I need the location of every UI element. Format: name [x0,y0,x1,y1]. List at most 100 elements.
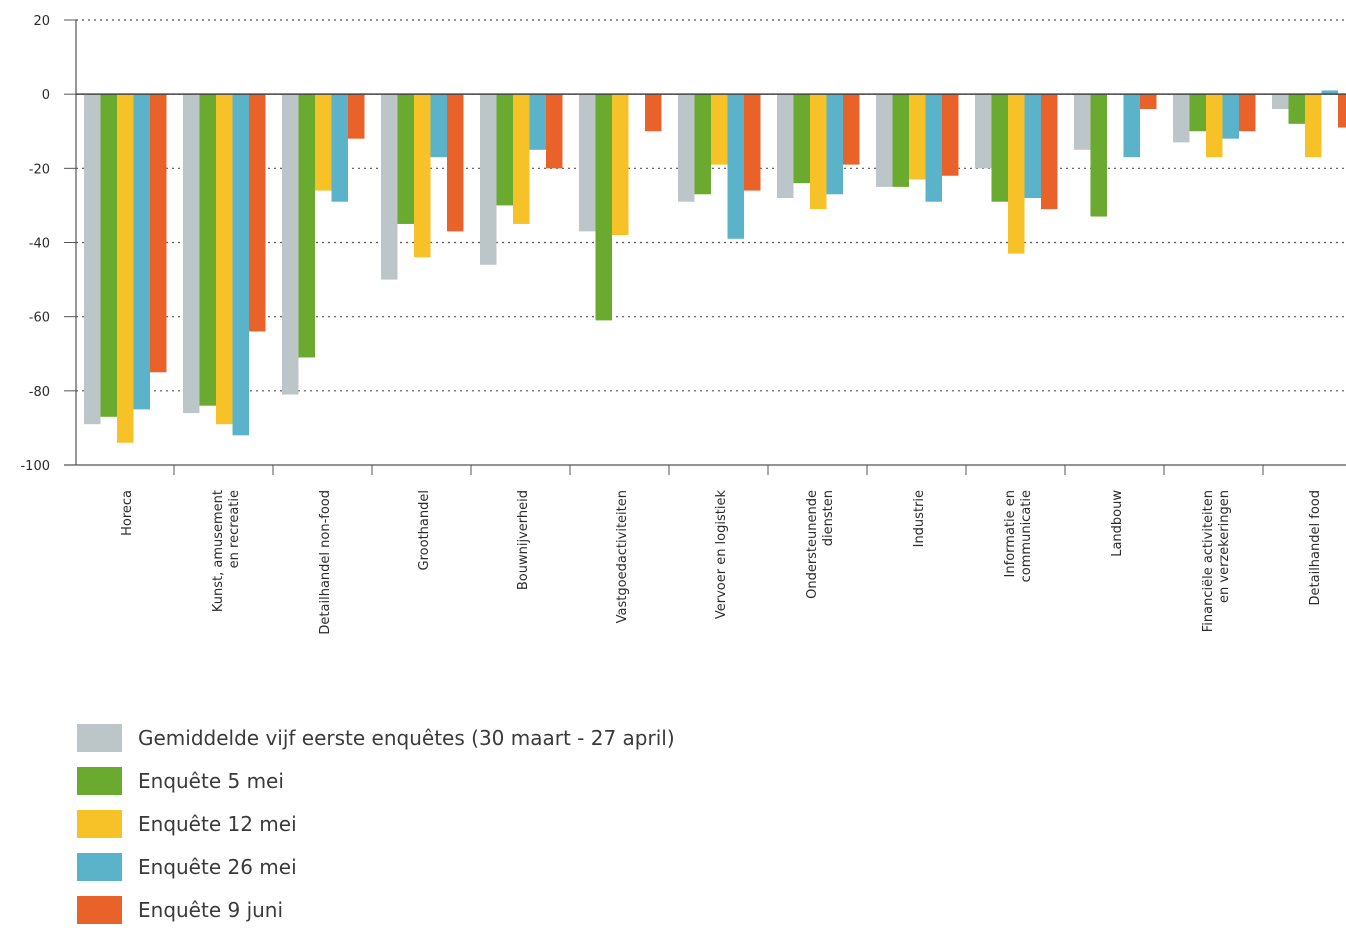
bar [579,94,596,232]
x-category-label: Horeca [120,490,135,536]
bar [315,94,332,191]
bar [1222,94,1239,139]
bar [117,94,134,443]
bar [397,94,414,224]
x-category-label: Detailhandel food [1308,490,1323,605]
legend-item: Enquête 12 mei [77,802,675,845]
legend-item: Enquête 5 mei [77,759,675,802]
bar [942,94,959,176]
bar [595,94,612,321]
bar [414,94,431,258]
legend-swatch [77,809,122,838]
y-tick-label: -20 [29,162,50,177]
bar [909,94,926,180]
bar [513,94,530,224]
bar [1189,94,1206,132]
bar [645,94,662,132]
y-tick-label: 20 [33,14,50,29]
y-tick-label: -60 [29,311,50,326]
bar [232,94,249,436]
bar [183,94,200,414]
legend-label: Gemiddelde vijf eerste enquêtes (30 maar… [138,725,675,750]
legend-label: Enquête 12 mei [138,811,297,836]
bar [430,94,447,158]
bar [298,94,315,358]
bar [711,94,728,165]
legend-item: Gemiddelde vijf eerste enquêtes (30 maar… [77,716,675,759]
bar [1140,94,1157,109]
bar [612,94,629,236]
bar [975,94,992,169]
legend-label: Enquête 5 mei [138,768,284,793]
bar [727,94,744,239]
legend-swatch [77,766,122,795]
bar [793,94,810,184]
bar [1024,94,1041,198]
bar [546,94,563,169]
bar [381,94,398,280]
bar [991,94,1008,202]
bar [529,94,546,150]
bar [1288,94,1305,124]
bar [1206,94,1223,158]
bar [1074,94,1091,150]
bar [1239,94,1256,132]
bar [826,94,843,195]
x-category-label: diensten [821,490,836,546]
bar [744,94,761,191]
x-category-label: Landbouw [1110,490,1125,557]
bar [282,94,299,395]
bar [496,94,513,206]
bar [199,94,216,406]
legend-label: Enquête 26 mei [138,854,297,879]
bar [480,94,497,265]
y-tick-label: -40 [29,237,50,252]
legend: Gemiddelde vijf eerste enquêtes (30 maar… [77,716,675,931]
bar [1041,94,1058,210]
bar [1321,90,1338,95]
bar [1305,94,1322,158]
bar [925,94,942,202]
bar [1272,94,1289,109]
bar [876,94,893,187]
x-category-label: Vastgoedactiviteiten [615,490,630,623]
x-category-label: Groothandel [417,490,432,570]
bar [892,94,909,187]
bar [133,94,150,410]
bar [777,94,794,198]
legend-swatch [77,895,122,924]
bar [810,94,827,210]
bar [1123,94,1140,158]
bar [100,94,117,417]
x-category-label: Kunst, amusement [211,490,226,612]
bar [216,94,233,425]
legend-item: Enquête 26 mei [77,845,675,888]
bar [678,94,695,202]
bar [1338,94,1346,128]
x-category-label: Informatie en [1003,490,1018,577]
bar [331,94,348,202]
x-category-label: Detailhandel non-food [318,490,333,635]
legend-item: Enquête 9 juni [77,888,675,931]
y-tick-label: -80 [29,385,50,400]
x-category-label: Financiële activiteiten [1201,490,1216,632]
x-category-label: Industrie [912,490,927,547]
bar [843,94,860,165]
bar [84,94,101,425]
bar [249,94,266,332]
bar [694,94,711,195]
bar [150,94,167,373]
legend-swatch [77,852,122,881]
bar-chart: 20 0 -20 -40 -60 -80 -100 Horeca Kunst, amusemen… [20,14,1346,635]
x-category-label: en recreatie [227,490,242,568]
legend-swatch [77,723,122,752]
bar [1090,94,1107,217]
x-category-label: Bouwnijverheid [516,490,531,590]
x-category-label: Ondersteunende [805,490,820,599]
chart-area: 20 0 -20 -40 -60 -80 -100 Horeca Kunst, amusemen… [20,14,1346,635]
x-category-label: Vervoer en logistiek [714,490,729,620]
bar [1008,94,1025,254]
bar [348,94,365,139]
x-category-label: en verzekeringen [1217,490,1232,603]
bar [1173,94,1190,143]
